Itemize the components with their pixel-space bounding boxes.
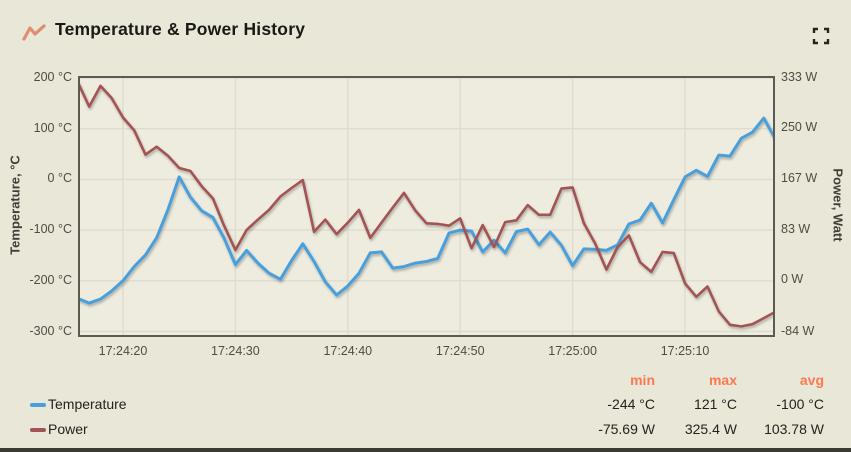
legend-max-temperature: 121 °C	[694, 396, 737, 412]
left-axis-tick: 0 °C	[47, 171, 72, 186]
legend-header-avg: avg	[799, 372, 824, 388]
x-axis-tick: 17:24:40	[323, 344, 373, 358]
legend-avg-temperature: -100 °C	[776, 396, 824, 412]
right-axis-tick: 167 W	[781, 170, 818, 185]
right-axis-tick: 333 W	[781, 70, 818, 84]
right-axis-tick: -84 W	[781, 323, 815, 338]
x-axis-tick: 17:24:20	[98, 344, 148, 358]
series-line-temperature[interactable]	[78, 116, 775, 305]
panel-title: Temperature & Power History	[55, 19, 306, 39]
trend-line-icon	[22, 24, 46, 41]
legend-avg-power: 103.78 W	[764, 421, 824, 437]
legend-marker-power[interactable]	[30, 428, 46, 432]
panel-bottom-edge	[0, 448, 851, 452]
panel-header: Temperature & Power History	[0, 0, 851, 58]
legend-label-temperature[interactable]: Temperature	[48, 396, 127, 412]
legend-header-min: min	[630, 372, 655, 388]
legend-label-power[interactable]: Power	[48, 421, 88, 437]
legend: min max avg Temperature -244 °C 121 °C -100 °C…	[0, 368, 851, 444]
left-axis-title: Temperature, °C	[7, 155, 23, 255]
x-axis-tick: 17:24:30	[211, 344, 260, 358]
legend-marker-temperature[interactable]	[30, 403, 46, 407]
right-axis-tick: 250 W	[781, 120, 818, 135]
fullscreen-icon[interactable]	[811, 26, 831, 46]
legend-header-max: max	[708, 372, 737, 388]
series-line-power[interactable]	[78, 81, 775, 328]
legend-max-power: 325.4 W	[684, 421, 737, 437]
right-axis-tick: 0 W	[781, 272, 804, 287]
x-axis-tick: 17:24:50	[435, 344, 485, 358]
right-axis-title: Power, Watt	[830, 168, 846, 242]
left-axis-tick: -300 °C	[29, 323, 72, 338]
right-axis-tick: 83 W	[781, 221, 811, 236]
x-axis-tick: 17:25:00	[548, 344, 597, 358]
x-axis-tick: 17:25:10	[660, 344, 710, 358]
left-axis-tick: 200 °C	[33, 70, 72, 84]
left-axis-tick: -200 °C	[29, 272, 72, 287]
legend-min-power: -75.69 W	[598, 421, 655, 437]
legend-min-temperature: -244 °C	[607, 396, 655, 412]
left-axis-tick: -100 °C	[29, 222, 72, 237]
plot-canvas[interactable]	[78, 76, 775, 337]
left-axis-tick: 100 °C	[33, 120, 72, 135]
